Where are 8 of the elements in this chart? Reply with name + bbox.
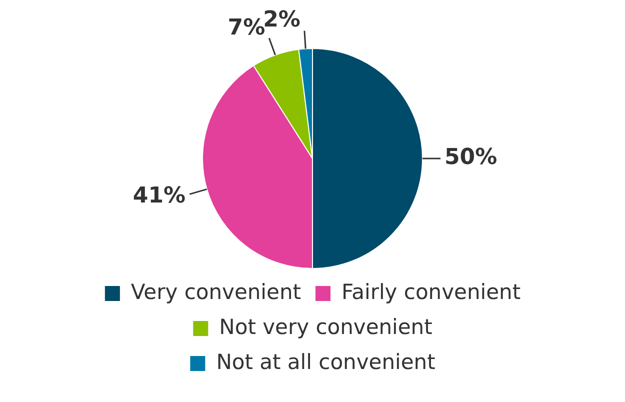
legend-label: Very convenient [130,280,301,304]
legend-label: Not at all convenient [216,350,436,374]
data-label: 50% [444,145,498,170]
data-label: 41% [132,184,186,209]
data-label: 2% [263,7,300,32]
legend-label: Not very convenient [219,314,432,339]
legend-label: Fairly convenient [341,280,521,304]
data-label: 7% [228,15,266,40]
